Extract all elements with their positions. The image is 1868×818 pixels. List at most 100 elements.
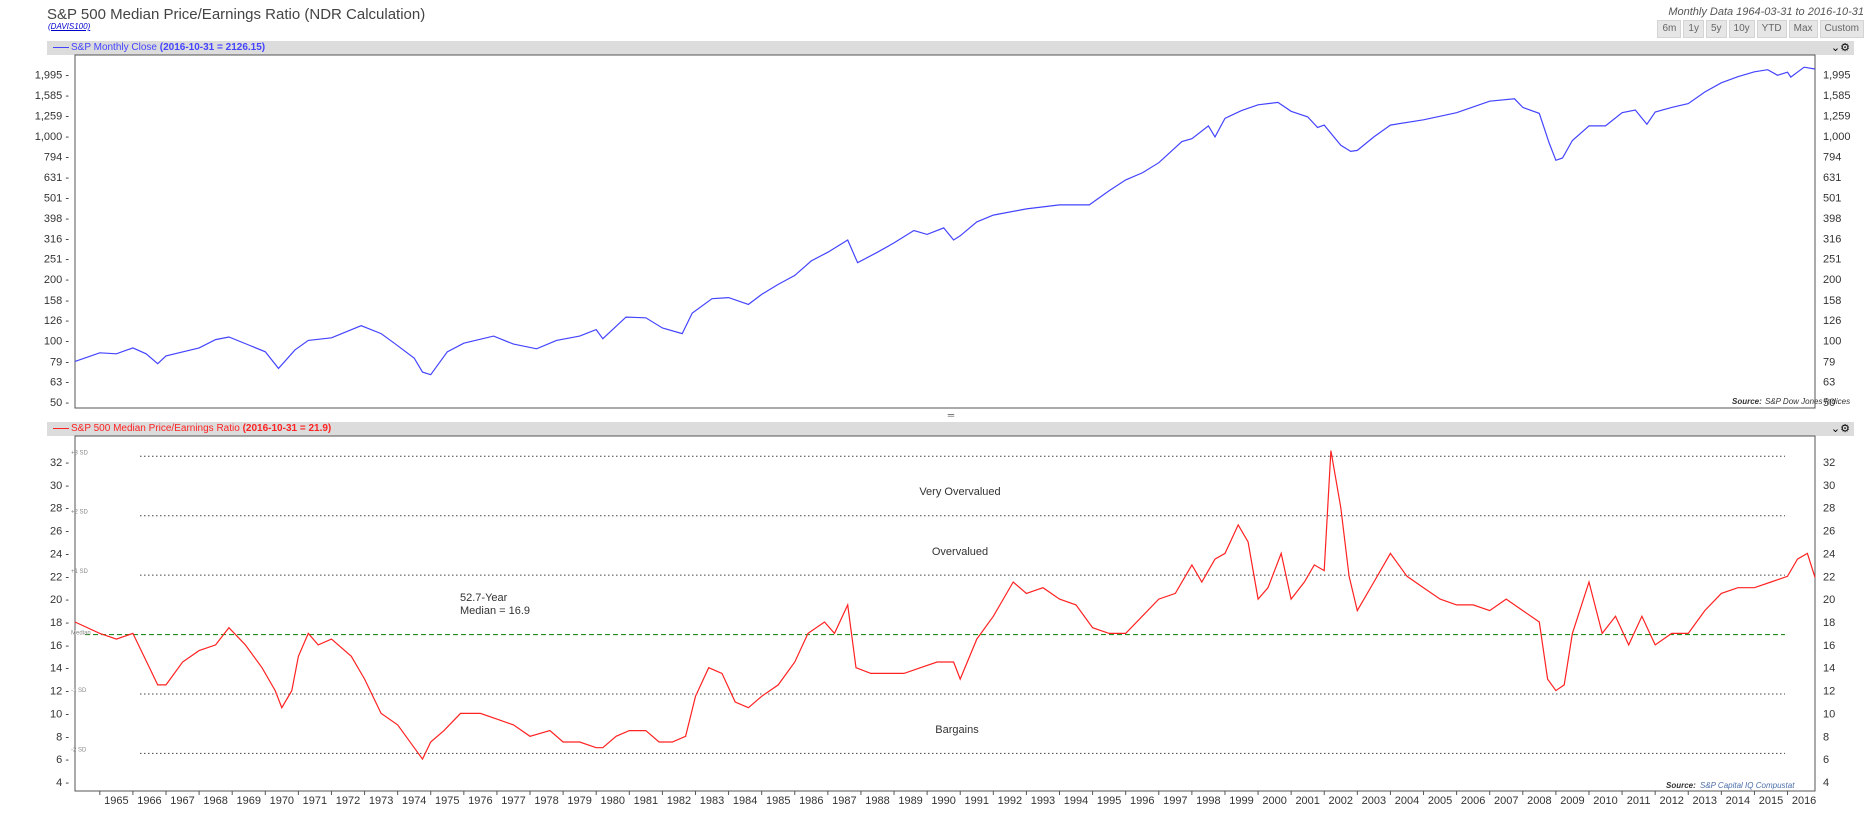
- pe-x-tick: 1975: [435, 795, 459, 807]
- price-y-tick-left: 158 -: [44, 295, 69, 307]
- pe-x-tick: 2001: [1295, 795, 1319, 807]
- range-button-1y[interactable]: 1y: [1683, 20, 1704, 38]
- pe-x-tick: 1980: [601, 795, 625, 807]
- price-y-tick-left: 100 -: [44, 335, 69, 347]
- pe-y-tick-left: 10 -: [50, 708, 69, 720]
- chevron-down-icon[interactable]: ⌄: [1830, 42, 1841, 54]
- pe-median-note-line1: 52.7-Year: [460, 592, 508, 604]
- pe-x-tick: 2007: [1494, 795, 1518, 807]
- pe-x-tick: 2013: [1693, 795, 1717, 807]
- range-button-max[interactable]: Max: [1788, 20, 1818, 38]
- pe-reference-label: Median: [71, 631, 91, 637]
- price-y-tick-left: 1,000 -: [35, 131, 70, 143]
- pe-x-tick: 1970: [270, 795, 294, 807]
- pe-y-tick-left: 24 -: [50, 548, 69, 560]
- price-y-tick-left: 1,585 -: [35, 90, 70, 102]
- pe-source-label: Source:: [1666, 781, 1696, 790]
- pe-y-tick-right: 32: [1823, 457, 1835, 469]
- price-y-tick-left: 1,259 -: [35, 111, 70, 123]
- pe-y-tick-right: 14: [1823, 663, 1835, 675]
- range-button-5y[interactable]: 5y: [1705, 20, 1727, 38]
- pe-x-tick: 1994: [1064, 795, 1088, 807]
- pe-x-tick: 1969: [236, 795, 260, 807]
- pe-y-tick-left: 18 -: [50, 617, 69, 629]
- range-button-10y[interactable]: 10y: [1728, 20, 1755, 38]
- price-y-tick-right: 1,259: [1823, 111, 1851, 123]
- panel-resize-handle[interactable]: ═: [947, 410, 955, 420]
- price-legend-value: (2016-10-31 = 2126.15): [159, 42, 266, 53]
- pe-panel-controls: ⌄⚙: [1831, 422, 1850, 435]
- pe-y-tick-left: 14 -: [50, 663, 69, 675]
- pe-x-tick: 1973: [369, 795, 393, 807]
- pe-panel-header: S&P 500 Median Price/Earnings Ratio (201…: [47, 422, 1854, 436]
- pe-legend-swatch: [53, 427, 69, 429]
- pe-y-tick-left: 28 -: [50, 503, 69, 515]
- range-button-ytd[interactable]: YTD: [1756, 20, 1787, 38]
- pe-y-tick-left: 8 -: [56, 731, 69, 743]
- pe-y-tick-right: 26: [1823, 526, 1835, 538]
- pe-y-tick-left: 16 -: [50, 640, 69, 652]
- pe-x-tick: 1967: [170, 795, 194, 807]
- pe-x-tick: 1989: [898, 795, 922, 807]
- pe-reference-label: +1 SD: [71, 569, 89, 575]
- pe-x-tick: 1992: [998, 795, 1022, 807]
- pe-zone-label: Very Overvalued: [919, 486, 1000, 498]
- price-y-tick-right: 200: [1823, 274, 1841, 286]
- pe-legend-value: (2016-10-31 = 21.9): [242, 423, 332, 434]
- pe-y-tick-right: 10: [1823, 708, 1835, 720]
- pe-x-tick: 2014: [1726, 795, 1750, 807]
- price-y-tick-right: 1,995: [1823, 70, 1851, 82]
- pe-median-note-line2: Median = 16.9: [460, 605, 530, 617]
- gear-icon[interactable]: ⚙: [1840, 42, 1850, 54]
- range-button-custom[interactable]: Custom: [1819, 20, 1864, 38]
- date-range-label: Monthly Data 1964-03-31 to 2016-10-31: [1668, 6, 1864, 18]
- pe-y-tick-right: 20: [1823, 594, 1835, 606]
- chevron-down-icon[interactable]: ⌄: [1830, 423, 1841, 435]
- range-buttons: 6m 1y 5y 10y YTD Max Custom: [1657, 20, 1864, 38]
- pe-x-tick: 1987: [832, 795, 856, 807]
- price-y-tick-right: 1,000: [1823, 131, 1851, 143]
- pe-y-tick-left: 4 -: [56, 777, 69, 789]
- pe-x-tick: 1971: [303, 795, 327, 807]
- price-y-tick-left: 126 -: [44, 315, 69, 327]
- price-y-tick-right: 316: [1823, 233, 1841, 245]
- pe-x-tick: 2004: [1395, 795, 1419, 807]
- pe-x-tick: 1976: [468, 795, 492, 807]
- pe-x-tick: 1965: [104, 795, 128, 807]
- pe-x-tick: 1996: [1130, 795, 1154, 807]
- pe-y-tick-right: 28: [1823, 503, 1835, 515]
- price-y-tick-right: 126: [1823, 315, 1841, 327]
- pe-x-tick: 1990: [931, 795, 955, 807]
- pe-x-tick: 1981: [634, 795, 658, 807]
- price-y-tick-right: 100: [1823, 335, 1841, 347]
- pe-x-tick: 2002: [1329, 795, 1353, 807]
- range-button-6m[interactable]: 6m: [1657, 20, 1682, 38]
- pe-x-tick: 1983: [700, 795, 724, 807]
- pe-x-tick: 1995: [1097, 795, 1121, 807]
- price-y-tick-left: 79 -: [50, 356, 69, 368]
- price-y-tick-left: 316 -: [44, 233, 69, 245]
- price-panel-controls: ⌄⚙: [1831, 41, 1850, 54]
- pe-y-tick-left: 12 -: [50, 686, 69, 698]
- price-y-tick-right: 398: [1823, 213, 1841, 225]
- gear-icon[interactable]: ⚙: [1840, 423, 1850, 435]
- price-source: S&P Dow Jones Indices: [1765, 397, 1850, 406]
- pe-x-tick: 1974: [402, 795, 426, 807]
- price-y-tick-right: 50: [1823, 397, 1835, 409]
- pe-y-tick-right: 30: [1823, 480, 1835, 492]
- pe-reference-label: -1 SD: [71, 688, 87, 694]
- pe-x-tick: 1999: [1229, 795, 1253, 807]
- pe-x-tick: 2009: [1560, 795, 1584, 807]
- price-y-tick-right: 501: [1823, 192, 1841, 204]
- pe-x-tick: 1998: [1196, 795, 1220, 807]
- pe-x-tick: 1991: [965, 795, 989, 807]
- pe-x-tick: 1966: [137, 795, 161, 807]
- pe-y-tick-right: 8: [1823, 731, 1829, 743]
- pe-y-tick-left: 22 -: [50, 571, 69, 583]
- price-y-tick-left: 398 -: [44, 213, 69, 225]
- pe-plot-frame: [74, 435, 1816, 792]
- pe-x-tick: 1982: [667, 795, 691, 807]
- ticker-link[interactable]: (DAVIS100): [48, 22, 91, 31]
- price-legend-label: S&P Monthly Close: [71, 42, 157, 53]
- price-y-tick-left: 631 -: [44, 172, 69, 184]
